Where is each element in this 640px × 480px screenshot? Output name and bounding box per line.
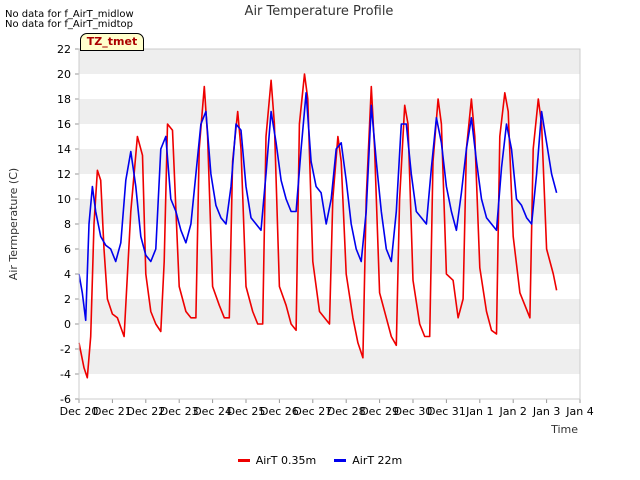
grid-band: [79, 349, 580, 374]
grid-band: [79, 99, 580, 124]
legend-item-airt-22m: AirT 22m: [334, 454, 402, 467]
x-tick-label: Dec 21: [93, 405, 132, 418]
y-tick-label: 22: [57, 43, 71, 56]
x-tick-label: Dec 30: [394, 405, 433, 418]
x-tick-label: Dec 28: [327, 405, 366, 418]
x-tick-label: Dec 26: [260, 405, 299, 418]
grid-band: [79, 49, 580, 74]
y-tick-label: 20: [57, 68, 71, 81]
y-tick-label: 0: [64, 318, 71, 331]
x-tick-label: Dec 22: [126, 405, 165, 418]
plot-frame: [78, 48, 581, 400]
x-tick-label: Dec 25: [227, 405, 266, 418]
y-tick-label: 2: [64, 293, 71, 306]
x-tick-label: Jan 3: [532, 405, 560, 418]
tz-badge: TZ_tmet: [80, 33, 144, 51]
y-axis-label: Air Termperature (C): [7, 168, 20, 280]
x-tick-label: Jan 1: [465, 405, 493, 418]
x-tick-label: Dec 20: [60, 405, 99, 418]
y-tick-label: 4: [64, 268, 71, 281]
x-tick-label: Dec 24: [193, 405, 232, 418]
grid-band: [79, 249, 580, 274]
y-tick-label: -2: [60, 343, 71, 356]
x-tick-label: Dec 29: [360, 405, 399, 418]
y-tick-label: 14: [57, 143, 71, 156]
legend: AirT 0.35m AirT 22m: [0, 454, 640, 467]
chart-title: Air Temperature Profile: [245, 4, 394, 19]
legend-label-airt-035m: AirT 0.35m: [255, 454, 317, 467]
legend-item-airt-035m: AirT 0.35m: [237, 454, 317, 467]
legend-swatch-red: [237, 459, 250, 462]
series-line-airt-22m: [78, 92, 558, 322]
legend-swatch-blue: [334, 459, 347, 462]
x-tick-label: Jan 4: [565, 405, 593, 418]
y-tick-label: 8: [64, 218, 71, 231]
grid-band: [79, 149, 580, 174]
x-tick-label: Jan 2: [498, 405, 526, 418]
y-tick-label: 12: [57, 168, 71, 181]
x-tick-label: Dec 31: [427, 405, 466, 418]
y-tick-label: 6: [64, 243, 71, 256]
x-tick-label: Dec 23: [160, 405, 199, 418]
no-data-note-midlow: No data for f_AirT_midlow: [5, 9, 134, 20]
no-data-note-midtop: No data for f_AirT_midtop: [5, 19, 134, 30]
y-tick-label: -6: [60, 393, 71, 406]
series-lines: [78, 73, 558, 379]
legend-label-airt-22m: AirT 22m: [352, 454, 403, 467]
y-tick-label: 18: [57, 93, 71, 106]
x-axis-label: Time: [550, 423, 578, 436]
y-axis-ticks: -6 -4 -2 0 2 4 6 8 10 12 14 16 18 20 22: [57, 43, 79, 406]
y-tick-label: -4: [60, 368, 71, 381]
y-tick-label: 10: [57, 193, 71, 206]
x-tick-label: Dec 27: [293, 405, 332, 418]
y-tick-label: 16: [57, 118, 71, 131]
